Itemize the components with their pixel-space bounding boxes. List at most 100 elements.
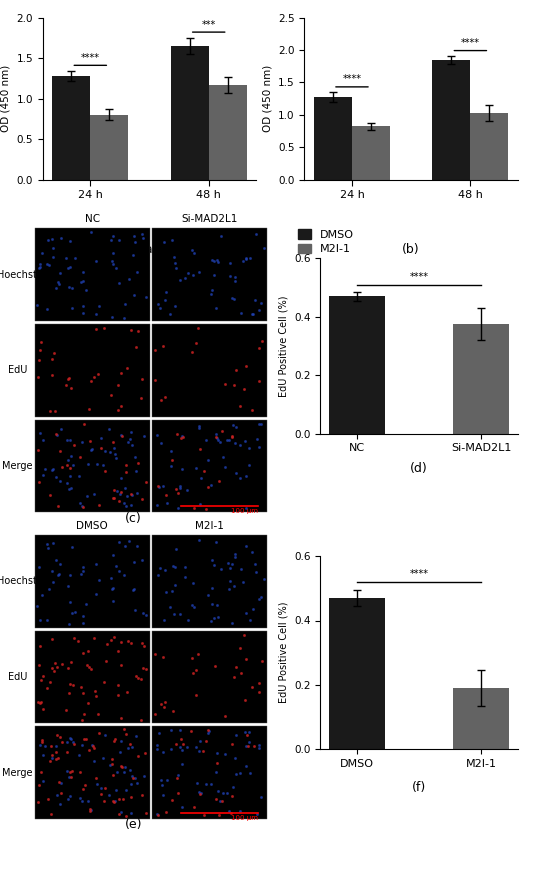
Point xyxy=(67,481,75,495)
Point xyxy=(105,422,113,436)
Point xyxy=(131,464,140,478)
Point xyxy=(64,661,73,675)
Point xyxy=(167,444,175,458)
Point xyxy=(169,251,178,265)
Point xyxy=(67,770,76,784)
Point xyxy=(142,807,150,821)
Point xyxy=(103,637,111,651)
Point xyxy=(85,660,93,674)
Point xyxy=(156,392,165,406)
Point xyxy=(67,732,75,746)
Point xyxy=(85,402,93,416)
Point xyxy=(52,553,60,567)
Point xyxy=(184,265,193,279)
Point xyxy=(53,275,62,289)
Point xyxy=(100,728,109,742)
Point xyxy=(255,684,263,698)
Point xyxy=(65,568,74,582)
Point xyxy=(177,431,185,445)
Point xyxy=(241,739,250,753)
Point xyxy=(51,739,60,753)
Point xyxy=(80,417,89,431)
Point xyxy=(53,788,61,802)
Point xyxy=(161,695,169,709)
Point xyxy=(138,636,146,650)
Point xyxy=(142,291,150,305)
Point xyxy=(67,281,76,295)
Point xyxy=(204,588,213,602)
Legend: NC, Si-MAD2L1: NC, Si-MAD2L1 xyxy=(32,225,123,258)
Point xyxy=(83,456,92,470)
Point xyxy=(240,382,249,396)
Point xyxy=(35,353,43,367)
Point xyxy=(48,463,56,477)
Point xyxy=(260,572,268,586)
Point xyxy=(258,334,266,348)
Point xyxy=(107,387,115,401)
Point xyxy=(48,564,56,578)
Point xyxy=(202,502,211,516)
Point xyxy=(255,341,264,355)
Point xyxy=(254,440,263,454)
Point xyxy=(107,752,116,766)
Point xyxy=(208,553,216,567)
Point xyxy=(167,723,176,737)
Point xyxy=(159,339,168,353)
Point xyxy=(248,307,257,321)
Point xyxy=(225,269,234,283)
Point xyxy=(139,605,147,619)
Point xyxy=(88,442,96,456)
Point xyxy=(134,749,143,763)
Point xyxy=(194,647,202,661)
Point xyxy=(122,727,131,741)
Point xyxy=(79,265,88,279)
Point xyxy=(239,575,248,589)
Point xyxy=(33,371,42,385)
Point xyxy=(139,428,148,442)
Point xyxy=(122,362,131,376)
Point xyxy=(244,441,253,455)
Point xyxy=(242,605,250,619)
Point xyxy=(138,661,147,675)
Point xyxy=(170,299,179,313)
Point xyxy=(108,229,117,243)
Point xyxy=(117,399,125,413)
Point xyxy=(35,639,44,653)
Point xyxy=(219,450,227,464)
Point xyxy=(90,487,98,501)
Point xyxy=(192,689,200,703)
Point xyxy=(117,710,125,724)
Point xyxy=(230,292,238,306)
Point xyxy=(49,463,57,477)
Point xyxy=(129,555,138,569)
Point xyxy=(65,483,73,497)
Point xyxy=(56,444,65,458)
Point xyxy=(35,257,44,271)
Point xyxy=(211,535,220,549)
Point xyxy=(214,255,223,269)
Point xyxy=(158,778,166,792)
Point xyxy=(86,802,95,816)
Point xyxy=(193,776,202,790)
Text: ****: **** xyxy=(342,74,362,84)
Point xyxy=(142,476,150,490)
Point xyxy=(37,246,46,260)
Bar xyxy=(329,296,385,434)
Point xyxy=(176,724,185,738)
Point xyxy=(159,745,167,759)
Point xyxy=(87,803,95,817)
Point xyxy=(227,617,236,631)
Point xyxy=(237,562,245,576)
Point xyxy=(162,585,170,599)
Point xyxy=(108,582,116,596)
Point xyxy=(168,704,177,718)
Point xyxy=(209,268,218,282)
Point xyxy=(171,256,179,270)
Point xyxy=(117,485,125,499)
Point xyxy=(108,253,116,267)
Point xyxy=(190,600,198,614)
Point xyxy=(227,806,235,820)
Point xyxy=(49,536,57,550)
Point xyxy=(42,257,51,271)
Point xyxy=(99,458,107,472)
